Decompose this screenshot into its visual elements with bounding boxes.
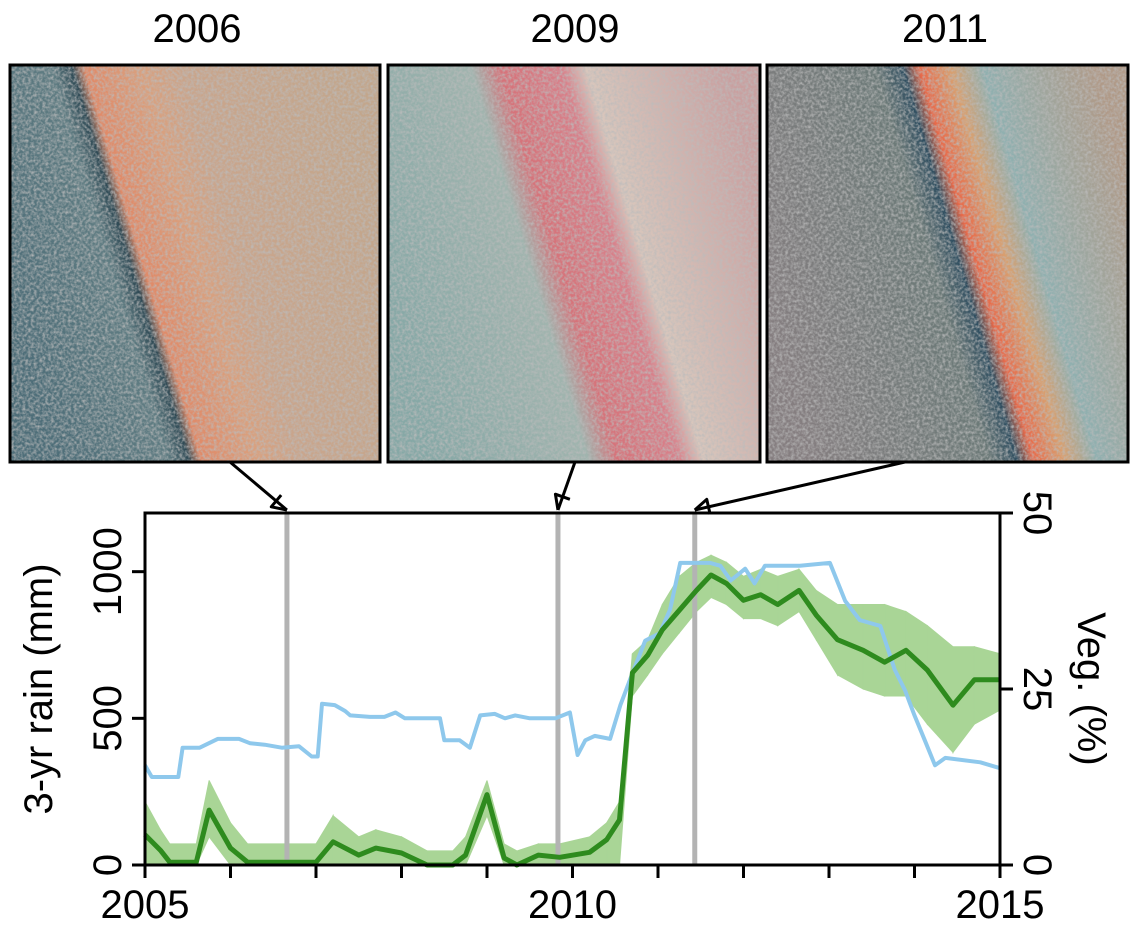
y2-tick-label: 25 — [1015, 667, 1059, 712]
veg-band — [145, 802, 160, 865]
image-texture — [767, 65, 1128, 462]
x-tick-label: 2015 — [956, 883, 1045, 927]
panel-title: 2011 — [902, 7, 988, 51]
y-tick-label: 500 — [86, 685, 130, 752]
y-tick-label: 0 — [86, 854, 130, 876]
panel-title: 2006 — [153, 7, 242, 51]
arrow-shaft — [558, 462, 575, 510]
arrow-head — [555, 494, 569, 510]
arrow-shaft — [230, 462, 287, 510]
figure: 2006 2009 2011 2005 2010 2015 0 500 1000 0 25 50… — [0, 0, 1130, 933]
y-axis-label: 3-yr rain (mm) — [17, 563, 61, 814]
x-tick-label: 2005 — [101, 883, 190, 927]
y2-tick-label: 0 — [1015, 854, 1059, 876]
veg-band — [209, 781, 230, 865]
veg-band — [974, 647, 1000, 724]
image-texture — [388, 65, 760, 462]
image-texture — [10, 65, 380, 462]
y2-axis-label: Veg. (%) — [1069, 612, 1113, 765]
arrow-shaft — [695, 462, 905, 510]
veg-band — [333, 816, 359, 865]
image-panels — [10, 65, 1128, 462]
panel-title: 2009 — [531, 7, 620, 51]
x-tick-label: 2010 — [528, 883, 617, 927]
y2-tick-label: 50 — [1015, 491, 1059, 536]
y-tick-label: 1000 — [86, 527, 130, 616]
